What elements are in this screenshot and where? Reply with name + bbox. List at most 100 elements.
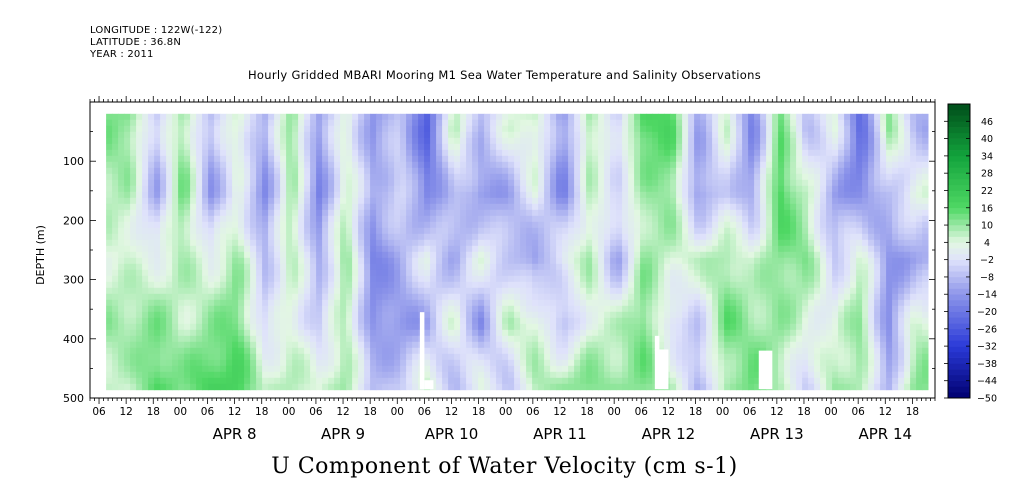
field-cell [478,215,485,223]
field-cell [310,209,317,217]
field-cell [418,149,425,157]
field-cell [460,191,467,199]
field-cell [160,293,167,301]
field-cell [448,239,455,247]
field-cell [364,197,371,205]
field-cell [646,287,653,295]
field-cell [646,227,653,235]
field-cell [382,227,389,235]
field-cell [400,233,407,241]
field-cell [490,335,497,343]
field-cell [526,209,533,217]
field-cell [394,173,401,181]
field-cell [472,191,479,199]
field-cell [118,215,125,223]
field-cell [400,161,407,169]
field-cell [700,359,707,367]
field-cell [202,335,209,343]
field-cell [400,299,407,307]
field-cell [724,245,731,253]
field-cell [592,215,599,223]
field-cell [124,257,131,265]
field-cell [442,263,449,271]
field-cell [532,155,539,163]
field-cell [616,365,623,373]
field-cell [616,311,623,319]
field-cell [676,197,683,205]
field-cell [448,275,455,283]
field-cell [220,131,227,139]
field-cell [448,269,455,277]
field-cell [232,185,239,193]
field-cell [352,299,359,307]
field-cell [142,323,149,331]
field-cell [748,209,755,217]
field-cell [436,113,443,121]
field-cell [184,275,191,283]
field-cell [268,263,275,271]
field-cell [214,329,221,337]
field-cell [502,377,509,385]
field-cell [424,209,431,217]
field-cell [412,113,419,121]
field-cell [490,353,497,361]
field-cell [112,251,119,259]
field-cell [748,275,755,283]
field-cell [190,293,197,301]
field-cell [184,323,191,331]
field-cell [202,137,209,145]
field-cell [484,125,491,133]
field-cell [532,341,539,349]
field-cell [316,155,323,163]
field-cell [496,215,503,223]
field-cell [574,131,581,139]
field-cell [526,323,533,331]
field-cell [124,281,131,289]
field-cell [472,113,479,121]
field-cell [370,227,377,235]
field-cell [238,341,245,349]
field-cell [244,215,251,223]
field-cell [334,269,341,277]
field-cell [376,245,383,253]
field-cell [562,293,569,301]
field-cell [436,209,443,217]
field-cell [298,323,305,331]
field-cell [364,155,371,163]
field-cell [580,131,587,139]
field-cell [562,197,569,205]
field-cell [508,299,515,307]
field-cell [448,167,455,175]
field-cell [466,137,473,145]
field-cell [364,275,371,283]
field-cell [430,239,437,247]
field-cell [364,383,371,391]
field-cell [202,209,209,217]
field-cell [310,203,317,211]
field-cell [256,263,263,271]
field-cell [700,263,707,271]
field-cell [244,239,251,247]
field-cell [466,143,473,151]
field-cell [466,359,473,367]
field-cell [316,311,323,319]
field-cell [310,335,317,343]
field-cell [604,191,611,199]
field-cell [184,137,191,145]
field-cell [196,263,203,271]
field-cell [286,215,293,223]
field-cell [298,185,305,193]
field-cell [724,317,731,325]
field-cell [160,203,167,211]
field-cell [220,335,227,343]
field-cell [424,173,431,181]
field-cell [382,251,389,259]
chart-title: Hourly Gridded MBARI Mooring M1 Sea Wate… [247,68,762,82]
field-cell [154,119,161,127]
field-cell [550,311,557,319]
field-cell [532,329,539,337]
field-cell [268,233,275,241]
field-cell [484,245,491,253]
field-cell [226,209,233,217]
field-cell [604,173,611,181]
